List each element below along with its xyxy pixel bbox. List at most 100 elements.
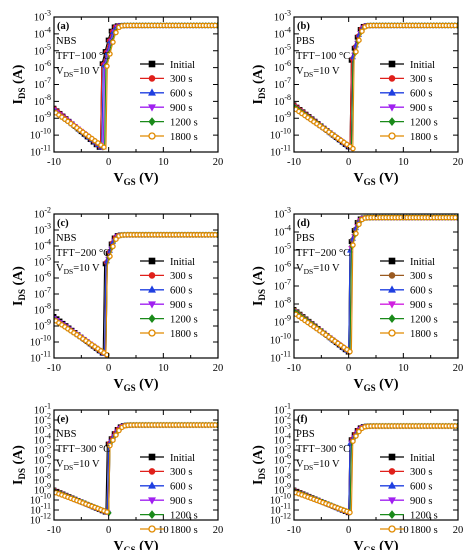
y-tick-label: 10-11 [30, 350, 51, 365]
x-tick-label: 20 [213, 525, 224, 536]
y-tick-label: 10-7 [274, 462, 291, 477]
x-tick-label: 0 [106, 363, 111, 374]
data-point [107, 51, 113, 57]
y-tick-label: 10-9 [34, 110, 51, 125]
legend-label: 1200 s [410, 510, 438, 521]
data-point [110, 39, 116, 45]
x-tick-label: -10 [47, 363, 61, 374]
tft-label: TFT−100 °C [56, 51, 110, 62]
y-tick-label: 10-9 [274, 482, 291, 497]
legend-marker [148, 285, 156, 293]
y-tick-label: 10-8 [274, 93, 291, 108]
y-tick-label: 10-6 [34, 452, 51, 467]
data-point [104, 63, 110, 69]
panel-label: (b) [297, 21, 310, 32]
tft-label: TFT−300 °C [296, 444, 350, 455]
y-axis-label: IDS (A) [11, 64, 27, 104]
legend-label: 1800 s [410, 132, 438, 143]
data-point [347, 509, 353, 516]
y-tick-label: 10-11 [270, 502, 291, 517]
y-tick-label: 10-8 [274, 472, 291, 487]
vds-label: VDS=10 V [296, 263, 340, 276]
tft-label: TFT−200 °C [296, 248, 350, 259]
legend-label: 900 s [410, 103, 432, 114]
legend-label: 900 s [170, 300, 192, 311]
tft-label: TFT−300 °C [56, 444, 110, 455]
x-tick-label: 10 [158, 525, 169, 536]
y-tick-label: 10-5 [274, 242, 291, 257]
legend-label: Initial [170, 453, 195, 464]
y-tick-label: 10-2 [34, 412, 51, 427]
x-tick-label: 10 [158, 157, 169, 168]
legend-marker [388, 329, 396, 337]
data-point [356, 37, 362, 43]
data-point [350, 145, 356, 152]
x-tick-label: 0 [346, 157, 351, 168]
legend-label: 600 s [410, 482, 432, 493]
legend-marker [388, 75, 396, 82]
legend-marker [148, 481, 156, 489]
legend-label: 300 s [410, 271, 432, 282]
y-tick-label: 10-3 [274, 9, 291, 24]
y-tick-label: 10-8 [274, 296, 291, 311]
legend-marker [148, 510, 156, 519]
data-point [452, 214, 458, 221]
legend-label: 1800 s [410, 525, 438, 536]
y-axis-label: IDS (A) [251, 266, 267, 306]
series-line [294, 24, 458, 150]
legend-marker [388, 117, 396, 126]
x-tick-label: 10 [398, 157, 409, 168]
stress-type-label: PBS [296, 233, 315, 244]
data-point [113, 432, 119, 438]
y-axis-label: IDS (A) [11, 445, 27, 485]
data-point [347, 348, 353, 355]
y-tick-label: 10-7 [34, 462, 51, 477]
y-tick-label: 10-12 [30, 512, 51, 527]
legend-label: Initial [410, 257, 435, 268]
stress-type-label: PBS [296, 36, 315, 47]
y-tick-label: 10-6 [274, 452, 291, 467]
y-tick-label: 10-10 [30, 127, 51, 142]
y-tick-label: 10-9 [34, 482, 51, 497]
y-tick-label: 10-9 [274, 110, 291, 125]
y-tick-label: 10-3 [34, 222, 51, 237]
y-tick-label: 10-5 [34, 254, 51, 269]
y-axis-label: IDS (A) [251, 445, 267, 485]
y-tick-label: 10-9 [34, 318, 51, 333]
vds-label: VDS=10 V [296, 459, 340, 472]
x-tick-label: 20 [453, 363, 464, 374]
y-tick-label: 10-10 [30, 492, 51, 507]
legend-marker [388, 481, 396, 489]
plot-area [294, 22, 458, 152]
x-tick-label: -10 [47, 525, 61, 536]
series-line [294, 24, 458, 149]
y-tick-label: 10-6 [34, 270, 51, 285]
x-tick-label: 0 [346, 525, 351, 536]
legend-marker [388, 453, 396, 461]
chart-panel: -10 0 10 2010-1210-1110-1010-910-810-710-61… [11, 402, 223, 550]
legend-label: 900 s [410, 300, 432, 311]
tft-label: TFT−200 °C [56, 248, 110, 259]
legend-marker [388, 468, 396, 475]
x-tick-label: 20 [213, 157, 224, 168]
y-tick-label: 10-2 [34, 206, 51, 221]
panel-label: (a) [57, 21, 70, 32]
y-tick-label: 10-11 [30, 144, 51, 159]
tft-label: TFT−100 °C [296, 51, 350, 62]
legend-label: 600 s [170, 286, 192, 297]
y-tick-label: 10-9 [274, 314, 291, 329]
data-point [350, 242, 356, 248]
legend-label: 300 s [170, 271, 192, 282]
y-tick-label: 10-10 [270, 332, 291, 347]
x-tick-label: -10 [287, 525, 301, 536]
y-tick-label: 10-6 [34, 59, 51, 74]
chart-panel: -10 0 10 2010-1110-1010-910-810-710-610-510… [11, 206, 223, 394]
x-axis-label: VGS (V) [353, 171, 398, 187]
plot-area [294, 214, 458, 355]
series-line [294, 24, 458, 150]
data-point [101, 144, 107, 150]
data-point [110, 243, 116, 250]
legend-label: Initial [410, 60, 435, 71]
x-tick-label: -10 [287, 363, 301, 374]
legend-marker [388, 510, 396, 519]
